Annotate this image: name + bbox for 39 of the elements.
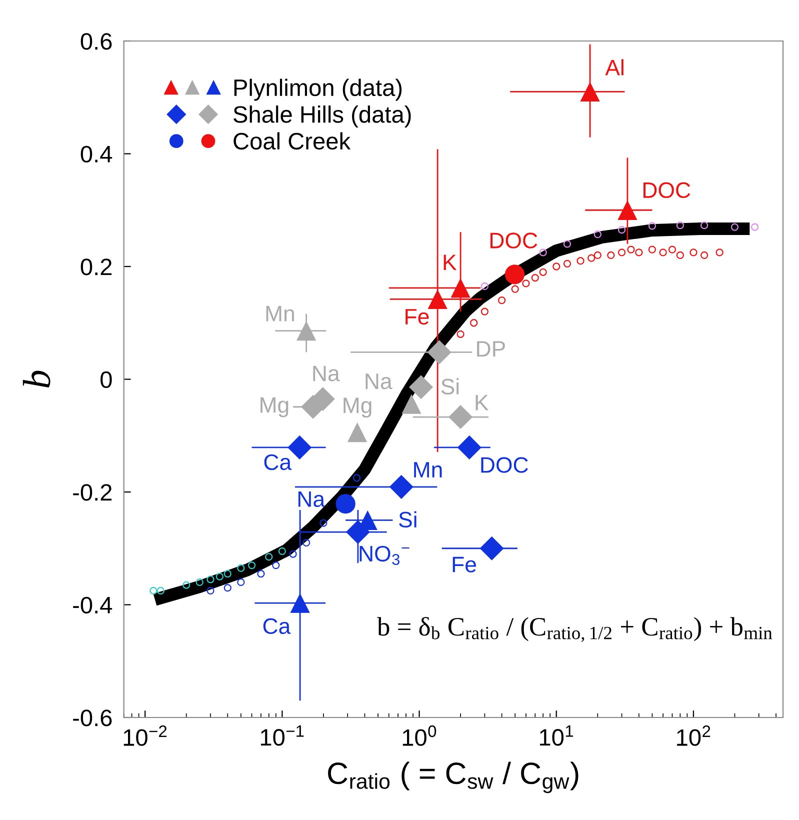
- legend-label: Coal Creek: [234, 132, 351, 150]
- annotation: DOC: [490, 232, 538, 248]
- annotation: Mg: [344, 398, 372, 418]
- x-tick-label: 10$^{−1}$: [260, 725, 304, 746]
- annotation: Al: [605, 59, 624, 76]
- y-tick-label: -0.6: [73, 710, 112, 726]
- annotation: DP: [477, 341, 505, 357]
- annotation: Mn: [414, 462, 442, 478]
- annotation: Mg: [260, 397, 288, 418]
- x-tick-label: 10$^{1}$: [540, 725, 574, 746]
- x-axis-title: C$_{ratio}$ ( = C$_{sw}$ / C$_{gw}$): [328, 762, 578, 794]
- annotation: Si: [399, 511, 416, 528]
- y-tick-label: 0: [100, 371, 112, 388]
- y-tick-label: 0.6: [80, 33, 112, 50]
- annotation: Na: [313, 366, 340, 382]
- legend-label: Plynlimon (data): [234, 78, 402, 101]
- y-tick-label: 0.4: [80, 146, 112, 163]
- annotation: DOC: [643, 182, 690, 198]
- annotation: Fe: [452, 556, 476, 572]
- y-tick-label: -0.4: [73, 596, 112, 614]
- annotation: Fe: [406, 309, 429, 325]
- y-tick-label: 0.2: [80, 258, 112, 276]
- annotation: K: [444, 254, 457, 270]
- annotation: NO$_{3}$$^{−}$: [360, 546, 410, 566]
- annotation: Ca: [264, 454, 292, 470]
- annotation: Na: [366, 374, 392, 390]
- annotation: Ca: [263, 618, 291, 634]
- annotation: DOC: [481, 457, 528, 473]
- x-tick-label: 10$^{0}$: [402, 725, 436, 746]
- y-axis-title: b: [22, 370, 50, 388]
- annotation: Mn: [266, 306, 294, 322]
- text: b = δ$_{b}$ C$_{ratio}$ / (C$_{ratio,1/2}$ + C$_{ratio}$) + b$_{min}$: [377, 617, 772, 642]
- annotation: Si: [441, 378, 459, 394]
- annotation: Na: [298, 492, 326, 508]
- x-tick-label: 10$^{−2}$: [124, 725, 167, 746]
- y-tick-label: -0.2: [73, 484, 112, 501]
- x-tick-label: 10$^{2}$: [677, 725, 710, 746]
- legend-label: Shale Hills (data): [234, 106, 411, 128]
- annotation: K: [476, 394, 489, 410]
